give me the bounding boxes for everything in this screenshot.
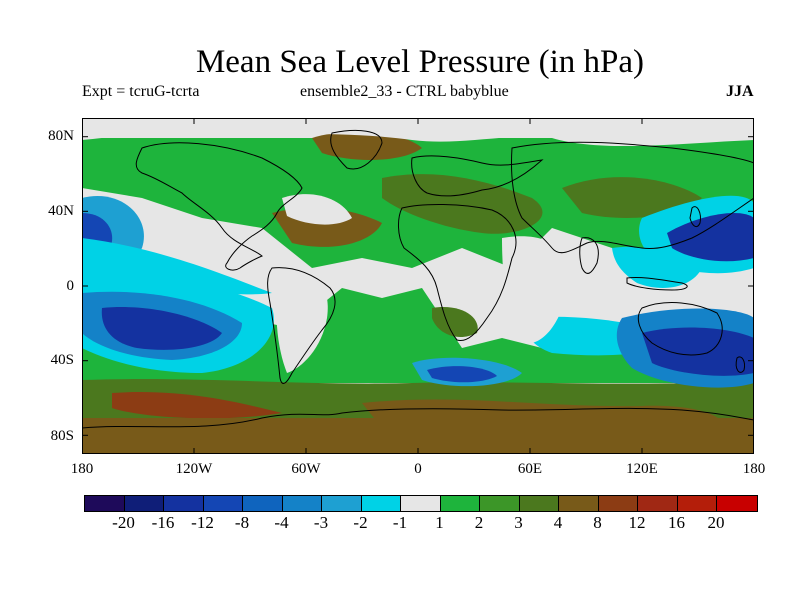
colorbar-swatch xyxy=(401,496,441,511)
colorbar-swatch xyxy=(440,496,480,511)
africa-coast xyxy=(398,204,517,342)
south-pacific-core xyxy=(101,307,222,350)
south-america-white xyxy=(276,268,328,373)
colorbar-swatch xyxy=(322,496,362,511)
southern-green-band xyxy=(82,368,754,383)
colorbar-swatch xyxy=(164,496,204,511)
tasman-core xyxy=(642,327,754,376)
colorbar-swatch xyxy=(124,496,164,511)
colorbar-swatch xyxy=(282,496,322,511)
colorbar-label: 4 xyxy=(553,513,563,532)
lon-label-120e: 120E xyxy=(626,461,658,477)
colorbar-label: -16 xyxy=(151,513,175,532)
north-atlantic-white xyxy=(282,194,352,225)
colorbar-swatch xyxy=(677,496,717,511)
arctic-white xyxy=(82,118,754,147)
indonesia-coast xyxy=(626,277,688,291)
antarctic-brown xyxy=(82,418,754,454)
colorbar-label: 20 xyxy=(707,513,725,532)
pressure-map xyxy=(82,118,754,454)
lon-label-60w: 60W xyxy=(291,461,321,477)
chart-title: Mean Sea Level Pressure (in hPa) xyxy=(195,44,645,80)
lat-label-80s: 80S xyxy=(50,428,74,444)
antarctica-coast xyxy=(82,407,754,429)
lat-label-40s: 40S xyxy=(50,352,74,368)
south-america-coast xyxy=(267,267,336,384)
experiment-label: Expt = tcruG-tcrta xyxy=(82,83,200,100)
colorbar-label: -12 xyxy=(191,513,214,532)
equatorial-east-pacific-cyan xyxy=(82,238,272,295)
colorbar-swatch xyxy=(598,496,638,511)
lon-label-60e: 60E xyxy=(517,461,543,477)
colorbar-label: 16 xyxy=(668,513,685,532)
colorbar-label: -2 xyxy=(353,513,368,532)
asia-coast xyxy=(511,141,754,254)
south-atlantic-brown xyxy=(432,307,478,338)
lon-label-180e: 180 xyxy=(742,461,766,477)
new-zealand-coast xyxy=(735,356,745,373)
central-asia-brown xyxy=(562,177,702,218)
colorbar xyxy=(84,495,758,512)
season-label: JJA xyxy=(726,83,754,100)
africa-white xyxy=(502,236,572,343)
greenland-coast xyxy=(330,130,383,170)
colorbar-swatch xyxy=(85,496,125,511)
colorbar-swatch xyxy=(519,496,559,511)
colorbar-label: 3 xyxy=(514,513,523,532)
colorbar-swatch xyxy=(243,496,283,511)
north-america-coast xyxy=(135,142,303,271)
colorbar-label: 12 xyxy=(628,513,646,532)
india-coast xyxy=(579,237,599,274)
lat-label-80n: 80N xyxy=(48,128,74,144)
colorbar-label: -4 xyxy=(274,513,289,532)
colorbar-swatch xyxy=(361,496,401,511)
colorbar-swatch xyxy=(717,496,757,511)
axis-ticks xyxy=(82,118,754,454)
lon-label-0: 0 xyxy=(414,461,422,477)
colorbar-swatch xyxy=(559,496,599,511)
lat-label-0: 0 xyxy=(66,278,75,294)
colorbar-label: 2 xyxy=(474,513,484,532)
arctic-brown xyxy=(312,132,422,160)
lon-label-120w: 120W xyxy=(175,461,213,477)
colorbar-swatch xyxy=(480,496,520,511)
colorbar-swatch xyxy=(203,496,243,511)
colorbar-label: -20 xyxy=(112,513,135,532)
nw-pacific-core xyxy=(667,213,754,262)
colorbar-label: -8 xyxy=(234,513,250,532)
southern-dark-brown xyxy=(112,392,282,419)
colorbar-label: -1 xyxy=(392,513,408,532)
colorbar-label: 1 xyxy=(435,513,444,532)
coastlines xyxy=(82,130,754,429)
lon-label-180w: 180 xyxy=(70,461,94,477)
australia-coast xyxy=(637,302,723,356)
colorbar-label: -3 xyxy=(313,513,329,532)
lat-label-40n: 40N xyxy=(48,203,74,219)
japan-coast xyxy=(689,206,701,228)
ensemble-label: ensemble2_33 - CTRL babyblue xyxy=(300,83,509,100)
southern-africa-core xyxy=(427,366,497,383)
europe-coast xyxy=(411,155,544,197)
colorbar-swatch xyxy=(638,496,678,511)
colorbar-label: 8 xyxy=(593,513,602,532)
